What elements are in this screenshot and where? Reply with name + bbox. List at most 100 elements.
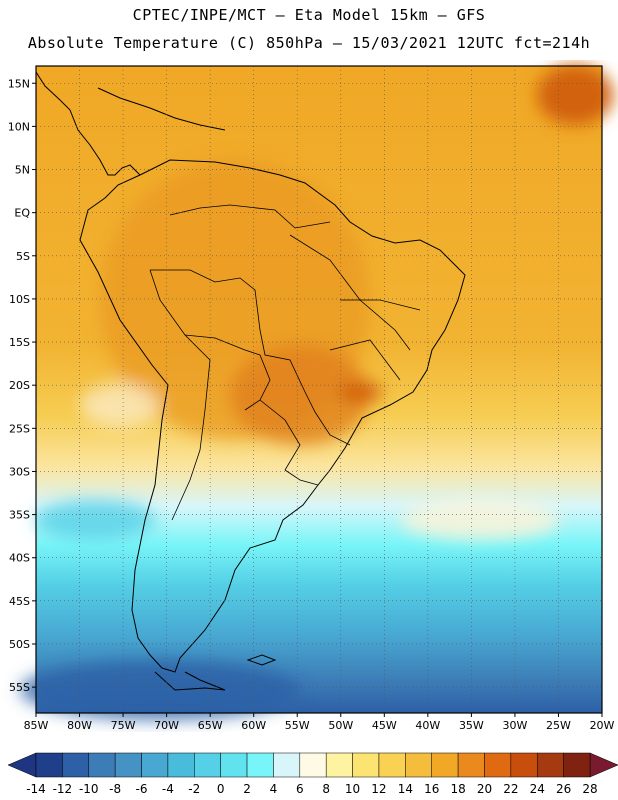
colorbar-box	[114, 752, 142, 778]
colorbar-box	[246, 752, 274, 778]
colorbar-label: -12	[53, 782, 73, 796]
lat-tick-label: 15N	[8, 77, 30, 90]
colorbar-box	[141, 752, 169, 778]
colorbar-box	[536, 752, 564, 778]
latitude-labels: 15N 10N 5N EQ 5S 10S 15S 20S 25S 30S 35S 40S 45S 50S 5…	[8, 77, 31, 694]
colorbar-box	[35, 752, 63, 778]
chart-subtitle: Absolute Temperature (C) 850hPa – 15/03/…	[27, 34, 591, 52]
lon-tick-label: 30W	[502, 719, 527, 732]
lon-tick-label: 40W	[415, 719, 440, 732]
caribbean-coast	[97, 87, 226, 131]
colorbar-label: -6	[136, 782, 148, 796]
colorbar-box	[378, 752, 406, 778]
brazil-border	[150, 269, 351, 446]
lat-tick-label: 10S	[9, 293, 30, 306]
lon-tick-label: 55W	[285, 719, 310, 732]
lon-tick-label: 35W	[459, 719, 484, 732]
lat-tick-label: 35S	[9, 509, 30, 522]
falkland-islands	[246, 654, 277, 666]
colorbar-box	[431, 752, 459, 778]
lat-tick-label: 15S	[9, 336, 30, 349]
colorbar-label: 18	[450, 782, 465, 796]
colorbar-label: -14	[26, 782, 46, 796]
colorbar-label: 28	[582, 782, 597, 796]
colorbar-label: 22	[503, 782, 518, 796]
colorbar-boxes	[7, 752, 618, 778]
colorbar-min-arrow	[7, 752, 37, 778]
colorbar: -14 -12 -10 -8 -6 -4 -2 0 2 4 6 8 10 12 14 16 18 20 22 24 26…	[7, 752, 618, 796]
central-america-coast	[35, 71, 141, 176]
colorbar-label: 2	[243, 782, 251, 796]
colorbar-label: 24	[530, 782, 545, 796]
lat-tick-label: 30S	[9, 465, 30, 478]
lon-tick-label: 50W	[328, 719, 353, 732]
colorbar-box	[194, 752, 221, 778]
lon-tick-label: 65W	[198, 719, 223, 732]
coastlines	[35, 71, 466, 691]
andes-border	[149, 269, 211, 521]
cold-core-south	[20, 660, 300, 720]
colorbar-box	[484, 752, 512, 778]
colorbar-label: 4	[270, 782, 278, 796]
brazil-states	[289, 234, 421, 381]
country-borders	[149, 204, 421, 521]
temperature-field	[20, 65, 613, 720]
lat-tick-label: 40S	[9, 552, 30, 565]
lon-tick-label: 75W	[111, 719, 136, 732]
lon-tick-label: 70W	[154, 719, 179, 732]
pacific-cool-patch	[35, 500, 155, 540]
colorbar-label: 6	[296, 782, 304, 796]
lat-tick-label: 25S	[9, 422, 30, 435]
colorbar-label: 10	[345, 782, 360, 796]
argentina-uruguay-border	[284, 469, 319, 486]
lon-tick-label: 60W	[241, 719, 266, 732]
colorbar-box	[220, 752, 248, 778]
colorbar-label: 0	[217, 782, 225, 796]
colorbar-label: 8	[322, 782, 330, 796]
colorbar-box	[88, 752, 116, 778]
lon-tick-label: 85W	[24, 719, 49, 732]
hot-spot-east	[338, 382, 382, 402]
paraguay-border	[259, 399, 301, 471]
temperature-map: 15N 10N 5N EQ 5S 10S 15S 20S 25S 30S 35S 40S 45S 50S 5…	[8, 65, 615, 732]
colorbar-label: -8	[109, 782, 121, 796]
lat-tick-label: 20S	[9, 379, 30, 392]
colorbar-label: 26	[556, 782, 571, 796]
colorbar-box	[405, 752, 432, 778]
colorbar-box	[352, 752, 380, 778]
colorbar-max-arrow	[589, 752, 618, 778]
lon-tick-label: 80W	[67, 719, 92, 732]
colorbar-label: -4	[162, 782, 174, 796]
colorbar-box	[273, 752, 301, 778]
colorbar-box	[325, 752, 353, 778]
graticule	[32, 66, 603, 717]
colorbar-box	[457, 752, 485, 778]
colorbar-box	[299, 752, 327, 778]
lat-tick-label: 5S	[16, 250, 30, 263]
lat-tick-label: 55S	[9, 681, 30, 694]
map-frame	[35, 65, 603, 714]
colorbar-label: 20	[477, 782, 492, 796]
chart-title: CPTEC/INPE/MCT – Eta Model 15km – GFS	[132, 6, 486, 24]
lon-tick-label: 25W	[546, 719, 571, 732]
colorbar-box	[510, 752, 538, 778]
colorbar-box	[62, 752, 90, 778]
tierra-del-fuego	[154, 671, 226, 691]
colorbar-label: -2	[188, 782, 200, 796]
colorbar-labels: -14 -12 -10 -8 -6 -4 -2 0 2 4 6 8 10 12 14 16 18 20 22 24 26…	[26, 782, 597, 796]
lon-tick-label: 45W	[372, 719, 397, 732]
colorbar-label: 14	[398, 782, 413, 796]
lon-tick-label: 20W	[590, 719, 615, 732]
hot-spot-northeast	[537, 65, 613, 125]
lat-tick-label: 10N	[8, 120, 30, 133]
lat-tick-label: 5N	[15, 164, 30, 177]
colorbar-label: 16	[424, 782, 439, 796]
amazon-border	[169, 204, 331, 229]
colorbar-box	[167, 752, 195, 778]
lat-tick-label: 50S	[9, 638, 30, 651]
ocean-cool-patch	[400, 500, 560, 540]
colorbar-label: -10	[79, 782, 99, 796]
longitude-labels: 85W 80W 75W 70W 65W 60W 55W 50W 45W 40W 35W 30W 25W 2…	[24, 719, 615, 732]
south-america-coast	[79, 159, 466, 673]
lat-tick-label: 45S	[9, 595, 30, 608]
